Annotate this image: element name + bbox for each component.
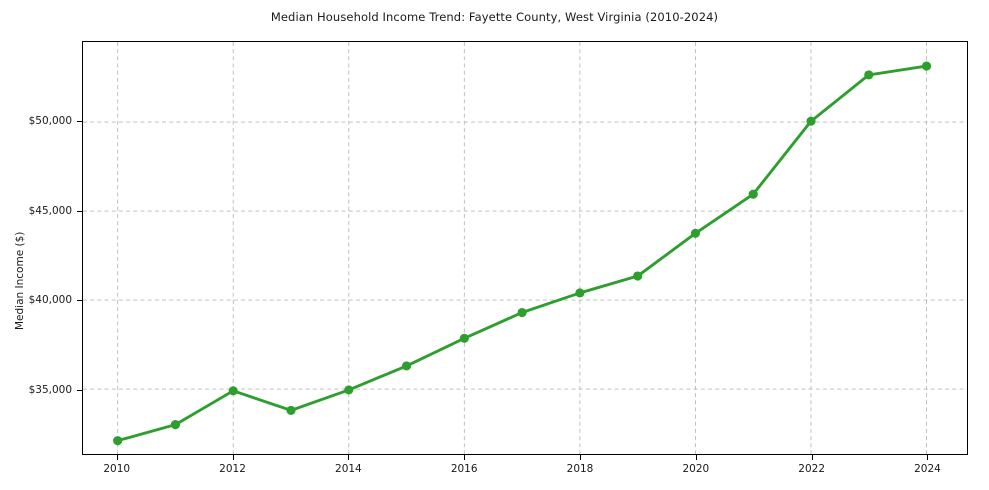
- x-axis-tick-label: 2014: [335, 463, 362, 475]
- y-axis-tick-mark: [77, 121, 82, 123]
- data-point-marker: [459, 333, 469, 343]
- y-axis-tick-label: $45,000: [28, 204, 72, 217]
- plot-area: [82, 41, 968, 455]
- y-axis-tick-label: $50,000: [28, 115, 72, 128]
- data-point-marker: [864, 70, 874, 80]
- x-axis-tick-mark: [811, 455, 813, 460]
- y-axis-tick-mark: [77, 210, 82, 212]
- data-point-marker: [170, 420, 181, 430]
- data-point-marker: [748, 189, 758, 199]
- data-point-marker: [344, 385, 354, 395]
- x-axis-tick-label: 2016: [450, 463, 478, 475]
- x-axis-tick-mark: [927, 455, 929, 460]
- x-axis-tick-mark: [464, 455, 466, 460]
- y-axis-label-text: Median Income ($): [14, 231, 26, 330]
- x-axis-tick-mark: [695, 455, 697, 460]
- y-axis-tick-label: $40,000: [28, 294, 72, 307]
- x-axis-tick-label: 2020: [682, 463, 710, 475]
- chart-title: Median Household Income Trend: Fayette C…: [270, 10, 719, 24]
- x-axis-tick-mark: [348, 455, 350, 460]
- data-point-marker: [228, 386, 238, 396]
- x-axis-tick-mark: [116, 455, 118, 460]
- y-axis-tick-mark: [77, 300, 82, 302]
- data-point-marker: [517, 307, 527, 318]
- x-axis-tick-mark: [580, 455, 581, 460]
- x-axis-tick-label: 2024: [914, 463, 941, 475]
- data-point-marker: [113, 436, 123, 446]
- data-point-marker: [286, 405, 296, 415]
- x-axis-tick-label: 2022: [798, 463, 826, 475]
- data-point-marker: [633, 271, 643, 281]
- x-axis-tick-mark: [232, 455, 234, 460]
- income-line-series: [113, 61, 932, 446]
- data-point-marker: [690, 228, 701, 238]
- data-point-marker: [575, 288, 585, 298]
- data-point-marker: [921, 61, 932, 71]
- x-axis-tick-label: 2010: [103, 463, 131, 475]
- series-line: [116, 64, 928, 443]
- x-axis-tick-label: 2012: [219, 463, 246, 475]
- y-axis-tick-mark: [77, 389, 82, 391]
- data-point-marker: [806, 116, 816, 126]
- y-axis-tick-label: $35,000: [28, 383, 72, 396]
- x-axis-tick-label: 2018: [566, 463, 594, 475]
- data-point-marker: [401, 361, 412, 371]
